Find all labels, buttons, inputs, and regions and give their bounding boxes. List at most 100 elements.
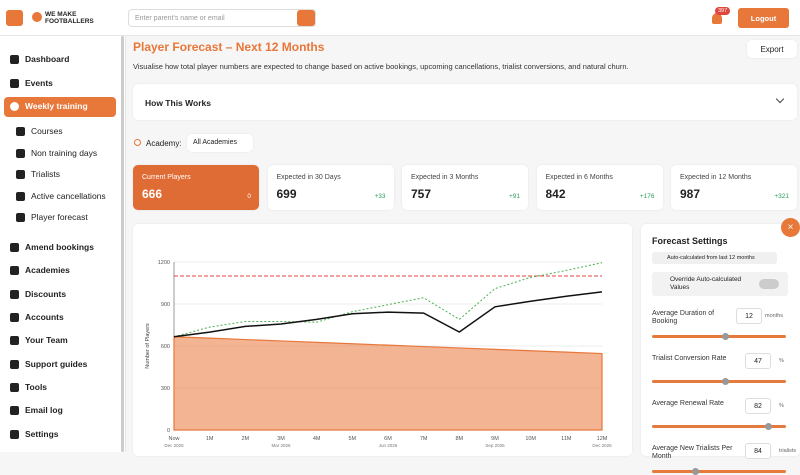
field-input[interactable]: 82	[745, 398, 771, 414]
nav-item[interactable]: Amend bookings	[10, 242, 94, 252]
y-tick-label: 0	[167, 428, 170, 434]
nav-label: Academies	[25, 265, 70, 275]
logo-icon	[32, 12, 42, 22]
nav-item[interactable]: Settings	[10, 429, 59, 439]
field-label: Trialist Conversion Rate	[652, 355, 727, 362]
slider[interactable]	[652, 378, 786, 385]
page-title: Player Forecast – Next 12 Months	[133, 40, 325, 54]
y-tick-label: 1200	[158, 260, 170, 266]
nav-item[interactable]: Dashboard	[10, 54, 69, 64]
nav-item[interactable]: Courses	[16, 126, 63, 136]
stat-value: 987	[680, 187, 701, 201]
stat-card: Expected in 30 Days 699 +33	[267, 165, 394, 210]
search-button[interactable]	[297, 10, 315, 26]
stat-title: Expected in 6 Months	[545, 174, 613, 181]
nav-icon	[10, 429, 19, 439]
nav-icon	[10, 242, 19, 252]
slider[interactable]	[652, 423, 786, 430]
close-button[interactable]: ×	[781, 218, 800, 237]
nav-item[interactable]: Tools	[10, 382, 47, 392]
stat-value: 666	[142, 187, 163, 201]
stat-delta: +91	[508, 193, 520, 200]
menu-button[interactable]	[6, 10, 23, 26]
stat-card: Current Players 666 0	[133, 165, 259, 210]
nav-label: Your Team	[25, 335, 68, 345]
nav-icon	[16, 126, 25, 136]
nav-item[interactable]: Weekly training	[10, 101, 88, 111]
field-input[interactable]: 84	[745, 443, 771, 459]
y-axis-label: Number of Players	[145, 323, 151, 369]
slider-knob	[722, 333, 729, 340]
field-unit: %	[779, 403, 784, 409]
nav-label: Courses	[31, 126, 63, 136]
logout-button[interactable]: Logout	[738, 8, 789, 28]
nav-icon	[10, 289, 19, 299]
nav-icon	[16, 148, 25, 158]
stat-title: Current Players	[142, 174, 191, 181]
slider[interactable]	[652, 468, 786, 475]
nav-item[interactable]: Discounts	[10, 289, 66, 299]
nav-label: Settings	[25, 429, 59, 439]
nav-item[interactable]: Email log	[10, 405, 63, 415]
notifications[interactable]	[712, 13, 722, 24]
academy-select[interactable]: All Academies	[187, 134, 253, 152]
slider[interactable]	[652, 333, 786, 340]
x-tick-label: 9M	[491, 436, 499, 442]
nav-item[interactable]: Academies	[10, 265, 70, 275]
stat-title: Expected in 30 Days	[276, 174, 341, 181]
nav-label: Email log	[25, 405, 63, 415]
nav-label: Player forecast	[31, 212, 88, 222]
override-toggle[interactable]	[759, 279, 779, 289]
override-box: Override Auto-calculated Values	[652, 272, 788, 296]
nav-icon	[10, 405, 19, 415]
export-button[interactable]: Export	[747, 40, 797, 58]
nav-icon	[10, 54, 19, 64]
x-tick-label: 3M	[277, 436, 285, 442]
field-label: Average Duration of Booking	[652, 310, 715, 325]
nav-icon	[10, 312, 19, 322]
nav-item[interactable]: Player forecast	[16, 212, 88, 222]
slider-knob	[765, 423, 772, 430]
search-input[interactable]: Enter parent's name or email	[128, 9, 316, 27]
how-it-works[interactable]: How This Works	[133, 84, 797, 120]
x-sublabel: Jun 2026	[379, 443, 398, 448]
stat-delta: 0	[247, 193, 251, 200]
x-tick-label: 1M	[206, 436, 214, 442]
stat-delta: +33	[374, 193, 386, 200]
nav-item[interactable]: Trialists	[16, 169, 60, 179]
nav-icon	[10, 382, 19, 392]
nav-icon	[10, 265, 19, 275]
nav-item[interactable]: Events	[10, 78, 53, 88]
x-tick-label: Now	[168, 436, 179, 442]
stat-value: 842	[545, 187, 566, 201]
nav-item[interactable]: Support guides	[10, 359, 87, 369]
stat-title: Expected in 3 Months	[411, 174, 479, 181]
field-unit: %	[779, 358, 784, 364]
forecast-area	[173, 336, 603, 431]
nav-item[interactable]: Accounts	[10, 312, 64, 322]
stat-value: 699	[276, 187, 297, 201]
logo: WE MAKE FOOTBALLERS	[45, 11, 94, 25]
how-it-works-label: How This Works	[145, 98, 211, 108]
auto-note: Auto-calculated from last 12 months	[652, 252, 777, 264]
field-input[interactable]: 47	[745, 353, 771, 369]
nav-icon	[16, 212, 25, 222]
nav-label: Support guides	[25, 359, 88, 369]
x-tick-label: 10M	[525, 436, 536, 442]
nav-item[interactable]: Non training days	[16, 148, 97, 158]
y-tick-label: 900	[161, 302, 170, 308]
nav-item[interactable]: Your Team	[10, 335, 68, 345]
field-input[interactable]: 12	[736, 308, 762, 324]
x-tick-label: 11M	[561, 436, 572, 442]
settings-title: Forecast Settings	[652, 236, 728, 246]
nav-icon	[16, 169, 25, 179]
nav-icon	[10, 101, 19, 111]
top-bar: WE MAKE FOOTBALLERS Enter parent's name …	[0, 0, 800, 36]
nav-item[interactable]: Active cancellations	[16, 191, 106, 201]
x-tick-label: 6M	[384, 436, 392, 442]
x-sublabel: Dec 2025	[164, 443, 184, 448]
forecast-line	[173, 291, 603, 338]
override-label: Override Auto-calculated Values	[670, 276, 742, 291]
location-icon	[134, 139, 141, 146]
